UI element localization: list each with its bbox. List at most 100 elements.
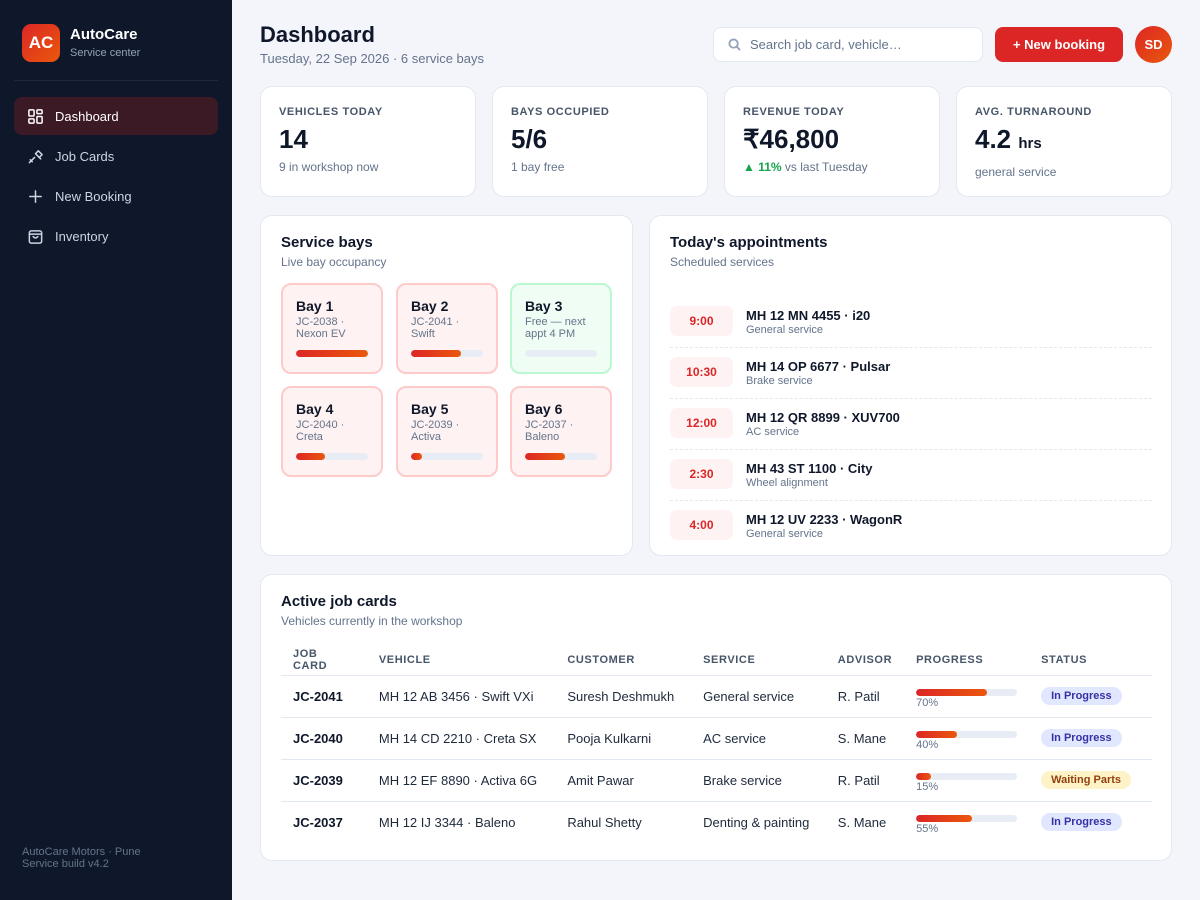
vehicle-cell: MH 12 AB 3456 · Swift VXi bbox=[366, 675, 556, 718]
bay-card[interactable]: Bay 3 Free — next appt 4 PM bbox=[510, 283, 612, 374]
stat-note: general service bbox=[975, 165, 1057, 179]
bay-progress-track bbox=[411, 350, 483, 357]
column-header[interactable]: STATUS bbox=[1029, 645, 1152, 676]
sidebar-nav: Dashboard Job Cards New Booking Inventor… bbox=[14, 97, 218, 257]
progress-fill bbox=[916, 814, 972, 822]
stat-value: 5/6 bbox=[511, 124, 548, 154]
bay-progress-track bbox=[296, 350, 368, 357]
advisor-cell: R. Patil bbox=[825, 759, 905, 802]
appointment-item[interactable]: 9:00 MH 12 MN 4455 · i20 General service bbox=[670, 297, 1152, 348]
job-card-id: JC-2039 bbox=[281, 759, 367, 802]
sidebar-item-new-booking[interactable]: New Booking bbox=[14, 177, 218, 215]
sidebar-item-label: Dashboard bbox=[55, 108, 119, 124]
appointment-item[interactable]: 4:00 MH 12 UV 2233 · WagonR General servic… bbox=[670, 501, 1152, 552]
service-cell: AC service bbox=[691, 717, 826, 760]
table-row[interactable]: JC-2039 MH 12 EF 8890 · Activa 6G Amit Paw… bbox=[281, 759, 1152, 802]
service-cell: General service bbox=[691, 675, 826, 718]
column-header[interactable]: SERVICE bbox=[691, 645, 826, 676]
avatar[interactable]: SD bbox=[1135, 26, 1172, 63]
sidebar: AC AutoCare Service center Dashboard Job… bbox=[0, 0, 232, 900]
progress-track bbox=[916, 772, 1018, 780]
grid-icon bbox=[26, 107, 44, 125]
appointment-item[interactable]: 2:30 MH 43 ST 1100 · City Wheel alignment bbox=[670, 450, 1152, 501]
stat-number: 4.2 bbox=[975, 124, 1012, 154]
bay-progress-fill bbox=[296, 350, 368, 357]
job-cards-panel: Active job cards Vehicles currently in t… bbox=[260, 574, 1172, 861]
progress-label: 40% bbox=[916, 738, 939, 751]
bay-name: Bay 3 bbox=[525, 298, 563, 314]
brand-logo: AC bbox=[22, 24, 60, 62]
table-row[interactable]: JC-2040 MH 14 CD 2210 · Creta SX Pooja Kul… bbox=[281, 717, 1152, 760]
bay-name: Bay 4 bbox=[296, 401, 334, 417]
service-cell: Denting & painting bbox=[703, 814, 810, 830]
appointment-vehicle: MH 12 UV 2233 · WagonR bbox=[746, 512, 903, 527]
advisor-cell: S. Mane bbox=[837, 814, 887, 830]
sidebar-item-dashboard[interactable]: Dashboard bbox=[14, 97, 218, 135]
progress-cell: 70% bbox=[904, 675, 1030, 718]
appointment-time: 4:00 bbox=[670, 510, 733, 540]
panel-title: Today's appointments bbox=[670, 234, 828, 251]
search-box[interactable] bbox=[713, 27, 983, 62]
bay-card[interactable]: Bay 1 JC-2038 · Nexon EV bbox=[281, 283, 383, 374]
stat-unit: hrs bbox=[1018, 135, 1042, 152]
progress-track bbox=[916, 730, 1018, 738]
bay-progress-fill bbox=[525, 453, 565, 460]
appointment-vehicle: MH 43 ST 1100 · City bbox=[746, 461, 873, 476]
appointment-item[interactable]: 12:00 MH 12 QR 8899 · XUV700 AC service bbox=[670, 399, 1152, 450]
bay-info: JC-2040 · Creta bbox=[296, 419, 345, 443]
status-badge: In Progress bbox=[1041, 729, 1122, 747]
bay-progress-track bbox=[525, 350, 597, 357]
search-input[interactable] bbox=[750, 37, 970, 52]
panel-title: Service bays bbox=[281, 234, 373, 251]
column-header[interactable]: JOB CARD bbox=[281, 645, 367, 676]
sidebar-item-label: New Booking bbox=[55, 188, 132, 204]
page-title: Dashboard bbox=[260, 22, 375, 47]
bay-name: Bay 5 bbox=[411, 401, 449, 417]
sidebar-item-job-cards[interactable]: Job Cards bbox=[14, 137, 218, 175]
brand[interactable]: AC AutoCare Service center bbox=[22, 24, 140, 62]
appointment-vehicle: MH 12 MN 4455 · i20 bbox=[746, 308, 871, 323]
appointment-service: AC service bbox=[746, 426, 800, 438]
column-header[interactable]: CUSTOMER bbox=[555, 645, 692, 676]
stat-card-avg-turnaround: AVG. TURNAROUND 4.2 hrs general service bbox=[956, 86, 1172, 197]
page-subtitle: Tuesday, 22 Sep 2026 · 6 service bays bbox=[260, 51, 485, 66]
bay-card[interactable]: Bay 4 JC-2040 · Creta bbox=[281, 386, 383, 477]
appointment-item[interactable]: 10:30 MH 14 OP 6677 · Pulsar Brake service bbox=[670, 348, 1152, 399]
bay-name: Bay 6 bbox=[525, 401, 563, 417]
appointments-panel: Today's appointments Scheduled services … bbox=[649, 215, 1172, 556]
sidebar-item-inventory[interactable]: Inventory bbox=[14, 217, 218, 255]
bay-card[interactable]: Bay 6 JC-2037 · Baleno bbox=[510, 386, 612, 477]
panel-title: Active job cards bbox=[281, 593, 397, 610]
column-header[interactable]: VEHICLE bbox=[366, 645, 556, 676]
sidebar-divider bbox=[14, 80, 218, 81]
bay-card[interactable]: Bay 5 JC-2039 · Activa bbox=[396, 386, 498, 477]
stat-value: 14 bbox=[279, 124, 308, 154]
vehicle-cell: MH 12 IJ 3344 · Baleno bbox=[378, 814, 516, 830]
table-row[interactable]: JC-2041 MH 12 AB 3456 · Swift VXi Suresh D… bbox=[281, 675, 1152, 718]
appointment-service: General service bbox=[746, 324, 824, 336]
bay-card[interactable]: Bay 2 JC-2041 · Swift bbox=[396, 283, 498, 374]
bay-info: JC-2039 · Activa bbox=[411, 419, 460, 443]
progress-cell: 40% bbox=[904, 717, 1030, 760]
stat-label: REVENUE TODAY bbox=[743, 106, 845, 118]
progress-fill bbox=[916, 730, 957, 738]
column-header[interactable]: PROGRESS bbox=[904, 645, 1030, 676]
progress-label: 70% bbox=[916, 696, 939, 709]
bay-name: Bay 2 bbox=[411, 298, 449, 314]
panel-subtitle: Vehicles currently in the workshop bbox=[281, 614, 463, 628]
table-row[interactable]: JC-2037 MH 12 IJ 3344 · Baleno Rahul Shett… bbox=[281, 801, 1152, 843]
bay-info: JC-2041 · Swift bbox=[411, 316, 460, 340]
service-cell: Brake service bbox=[691, 759, 826, 802]
trend-note: vs last Tuesday bbox=[784, 160, 868, 174]
new-booking-button[interactable]: + New booking bbox=[995, 27, 1123, 62]
brand-subtitle: Service center bbox=[70, 46, 141, 59]
trend-indicator: ▲ 11% bbox=[743, 160, 782, 174]
column-header[interactable]: ADVISOR bbox=[825, 645, 905, 676]
status-badge: In Progress bbox=[1041, 687, 1122, 705]
stat-note: ▲ 11% vs last Tuesday bbox=[743, 160, 921, 174]
status-cell: In Progress bbox=[1029, 675, 1152, 718]
sidebar-item-label: Job Cards bbox=[55, 148, 115, 164]
appointment-time: 12:00 bbox=[670, 408, 733, 438]
progress-track bbox=[916, 688, 1018, 696]
appointment-time: 10:30 bbox=[670, 357, 733, 387]
